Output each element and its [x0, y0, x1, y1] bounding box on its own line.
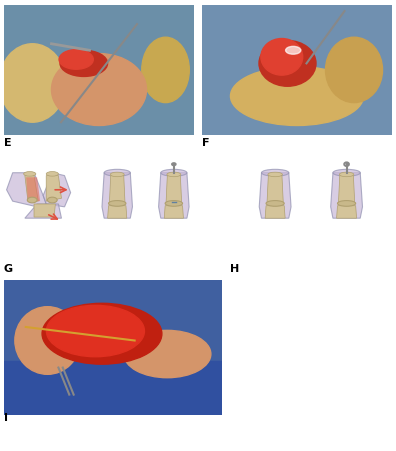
Ellipse shape [59, 50, 93, 69]
Polygon shape [25, 204, 61, 218]
Polygon shape [34, 204, 55, 217]
Circle shape [48, 197, 57, 203]
Polygon shape [159, 173, 189, 218]
Ellipse shape [110, 172, 124, 177]
Ellipse shape [230, 67, 364, 125]
Ellipse shape [339, 172, 354, 177]
Ellipse shape [109, 201, 126, 206]
Ellipse shape [24, 171, 36, 176]
Ellipse shape [261, 38, 303, 75]
Ellipse shape [259, 41, 316, 86]
Polygon shape [26, 177, 40, 201]
Text: F: F [202, 138, 209, 147]
Polygon shape [267, 175, 283, 204]
Ellipse shape [0, 44, 66, 122]
Polygon shape [337, 206, 356, 218]
Ellipse shape [326, 37, 383, 102]
Ellipse shape [124, 330, 211, 378]
Polygon shape [164, 206, 183, 218]
Ellipse shape [268, 172, 282, 177]
Polygon shape [166, 175, 182, 204]
Text: I: I [4, 413, 8, 423]
Ellipse shape [15, 307, 80, 374]
Polygon shape [331, 173, 362, 218]
Ellipse shape [42, 303, 162, 364]
Polygon shape [46, 175, 61, 201]
Ellipse shape [167, 172, 181, 177]
Ellipse shape [261, 169, 289, 176]
Polygon shape [43, 173, 70, 207]
Ellipse shape [165, 201, 183, 206]
Polygon shape [108, 206, 127, 218]
Ellipse shape [286, 46, 301, 54]
Ellipse shape [333, 169, 360, 176]
Polygon shape [265, 206, 285, 218]
Polygon shape [25, 175, 38, 201]
Text: G: G [4, 264, 13, 274]
Ellipse shape [266, 201, 284, 206]
Text: H: H [230, 264, 239, 274]
Polygon shape [109, 175, 125, 204]
Ellipse shape [51, 54, 147, 125]
Polygon shape [102, 173, 133, 218]
Ellipse shape [60, 50, 108, 76]
Ellipse shape [104, 169, 130, 176]
Ellipse shape [161, 169, 187, 176]
Ellipse shape [46, 305, 145, 357]
Polygon shape [7, 173, 46, 207]
Polygon shape [259, 173, 291, 218]
Ellipse shape [142, 37, 189, 102]
Text: E: E [4, 138, 11, 147]
Polygon shape [339, 175, 355, 204]
Circle shape [27, 197, 37, 203]
Ellipse shape [46, 171, 59, 176]
Ellipse shape [337, 201, 356, 206]
Bar [4, 361, 222, 415]
